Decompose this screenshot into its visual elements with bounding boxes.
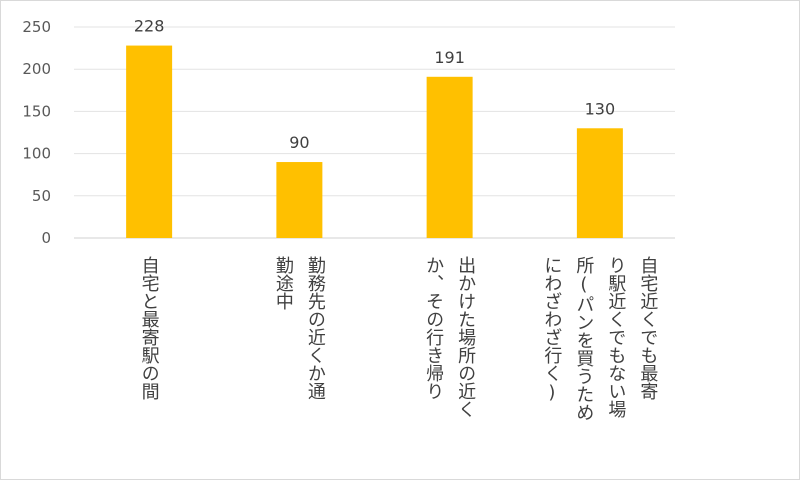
y-tick-label: 50 xyxy=(32,187,51,205)
category-label: り駅近くでもない場 xyxy=(605,256,626,419)
data-label: 228 xyxy=(134,17,165,36)
y-tick-label: 250 xyxy=(22,18,51,36)
y-tick-label: 200 xyxy=(22,60,51,78)
bar xyxy=(426,76,473,239)
bar xyxy=(576,128,623,238)
data-label: 130 xyxy=(585,99,616,118)
category-label: 出かけた場所の近く xyxy=(455,256,476,418)
data-label: 90 xyxy=(289,133,309,152)
data-label: 191 xyxy=(434,48,465,67)
category-label: 所(パンを買うため xyxy=(573,256,594,421)
y-tick-label: 150 xyxy=(22,102,51,120)
bar xyxy=(276,162,323,238)
y-tick-label: 0 xyxy=(41,229,51,247)
category-label: 勤途中 xyxy=(273,256,294,310)
category-label: 自宅近くでも最寄 xyxy=(637,256,658,401)
category-label: 勤務先の近くか通 xyxy=(305,256,326,400)
y-tick-label: 100 xyxy=(22,145,51,163)
category-label: か、その行き帰り xyxy=(423,256,444,400)
bar xyxy=(126,45,173,239)
category-label: 自宅と最寄駅の間 xyxy=(139,256,160,401)
category-label: にわざわざ行く) xyxy=(541,256,562,403)
